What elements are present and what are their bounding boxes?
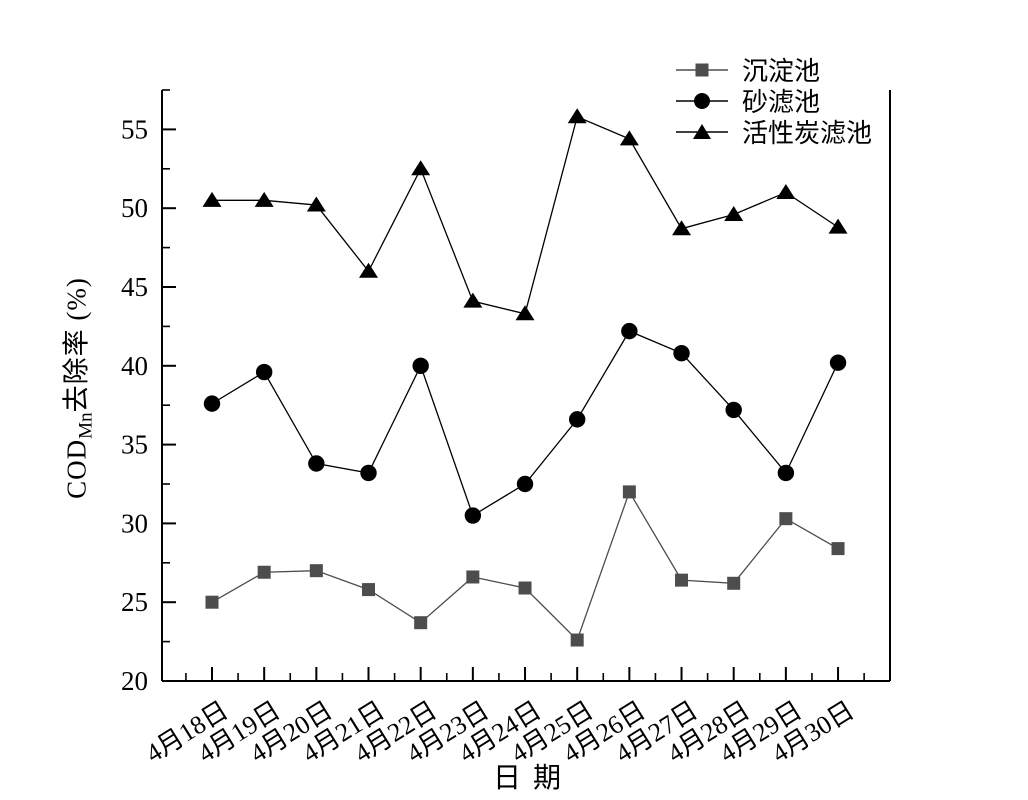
legend-label: 砂滤池 (742, 88, 821, 117)
data-point-square (518, 581, 532, 595)
y-tick-label: 30 (121, 508, 148, 538)
legend-label: 活性炭滤池 (742, 119, 873, 148)
y-axis-title: CODMn去除率 (%) (55, 277, 98, 499)
data-point-circle (308, 455, 325, 472)
data-point-circle (203, 395, 221, 412)
series-line-square (211, 490, 839, 642)
data-point-triangle (202, 191, 222, 207)
triangle-marker-icon (676, 123, 728, 139)
data-point-triangle (411, 160, 431, 176)
data-point-triangle (828, 218, 848, 234)
data-point-triangle (724, 206, 744, 222)
data-point-square (257, 565, 271, 579)
y-tick-label: 25 (121, 587, 148, 617)
data-point-square (466, 570, 480, 584)
y-axis-title-main: COD (61, 438, 92, 499)
legend-item-activated-carbon-filter: 活性炭滤池 (676, 116, 873, 148)
data-point-triangle (619, 130, 639, 146)
y-tick-label: 40 (121, 351, 148, 381)
data-point-triangle (776, 183, 796, 199)
legend-label: 沉淀池 (742, 57, 821, 86)
circle-marker-icon (676, 92, 728, 109)
data-point-square (622, 485, 636, 499)
y-tick-label: 50 (121, 193, 148, 223)
x-axis-title: 日期 (492, 763, 574, 794)
data-point-square (675, 573, 689, 587)
data-point-circle (516, 475, 534, 493)
data-point-circle (621, 322, 638, 340)
data-point-square (727, 576, 741, 590)
y-tick-label: 35 (121, 430, 148, 460)
data-point-circle (725, 401, 742, 419)
data-point-triangle (567, 108, 587, 124)
data-point-square (309, 564, 323, 578)
data-point-circle (464, 507, 482, 524)
data-point-square (779, 512, 793, 526)
square-marker-icon (676, 63, 728, 76)
circle-marker-glyph (694, 92, 710, 109)
legend-item-sand-filter: 砂滤池 (676, 85, 872, 117)
y-tick-label: 45 (121, 272, 148, 302)
data-point-circle (412, 357, 429, 374)
data-point-triangle (515, 305, 535, 321)
data-point-circle (360, 464, 377, 482)
legend: 沉淀池 砂滤池 活性炭滤池 (676, 54, 873, 148)
data-point-square (205, 595, 219, 609)
square-marker-glyph (695, 63, 709, 76)
legend-item-sedimentation: 沉淀池 (676, 54, 872, 86)
data-point-circle (829, 354, 847, 371)
data-point-triangle (306, 196, 326, 212)
data-point-triangle (254, 191, 274, 207)
y-tick-label: 55 (121, 114, 148, 144)
data-point-square (414, 616, 428, 630)
data-point-circle (568, 411, 586, 428)
y-axis-title-subscript: Mn (75, 412, 97, 439)
data-point-circle (255, 363, 273, 381)
triangle-marker-glyph (693, 123, 711, 139)
data-point-square (362, 583, 376, 597)
data-point-circle (673, 344, 690, 362)
y-axis-title-rest: 去除率 (%) (61, 277, 92, 413)
data-point-circle (777, 464, 795, 482)
y-tick-label: 20 (121, 666, 148, 696)
data-point-square (570, 633, 584, 647)
data-point-triangle (672, 220, 692, 236)
data-point-triangle (463, 292, 483, 308)
data-point-square (831, 542, 845, 556)
data-point-triangle (359, 262, 379, 278)
